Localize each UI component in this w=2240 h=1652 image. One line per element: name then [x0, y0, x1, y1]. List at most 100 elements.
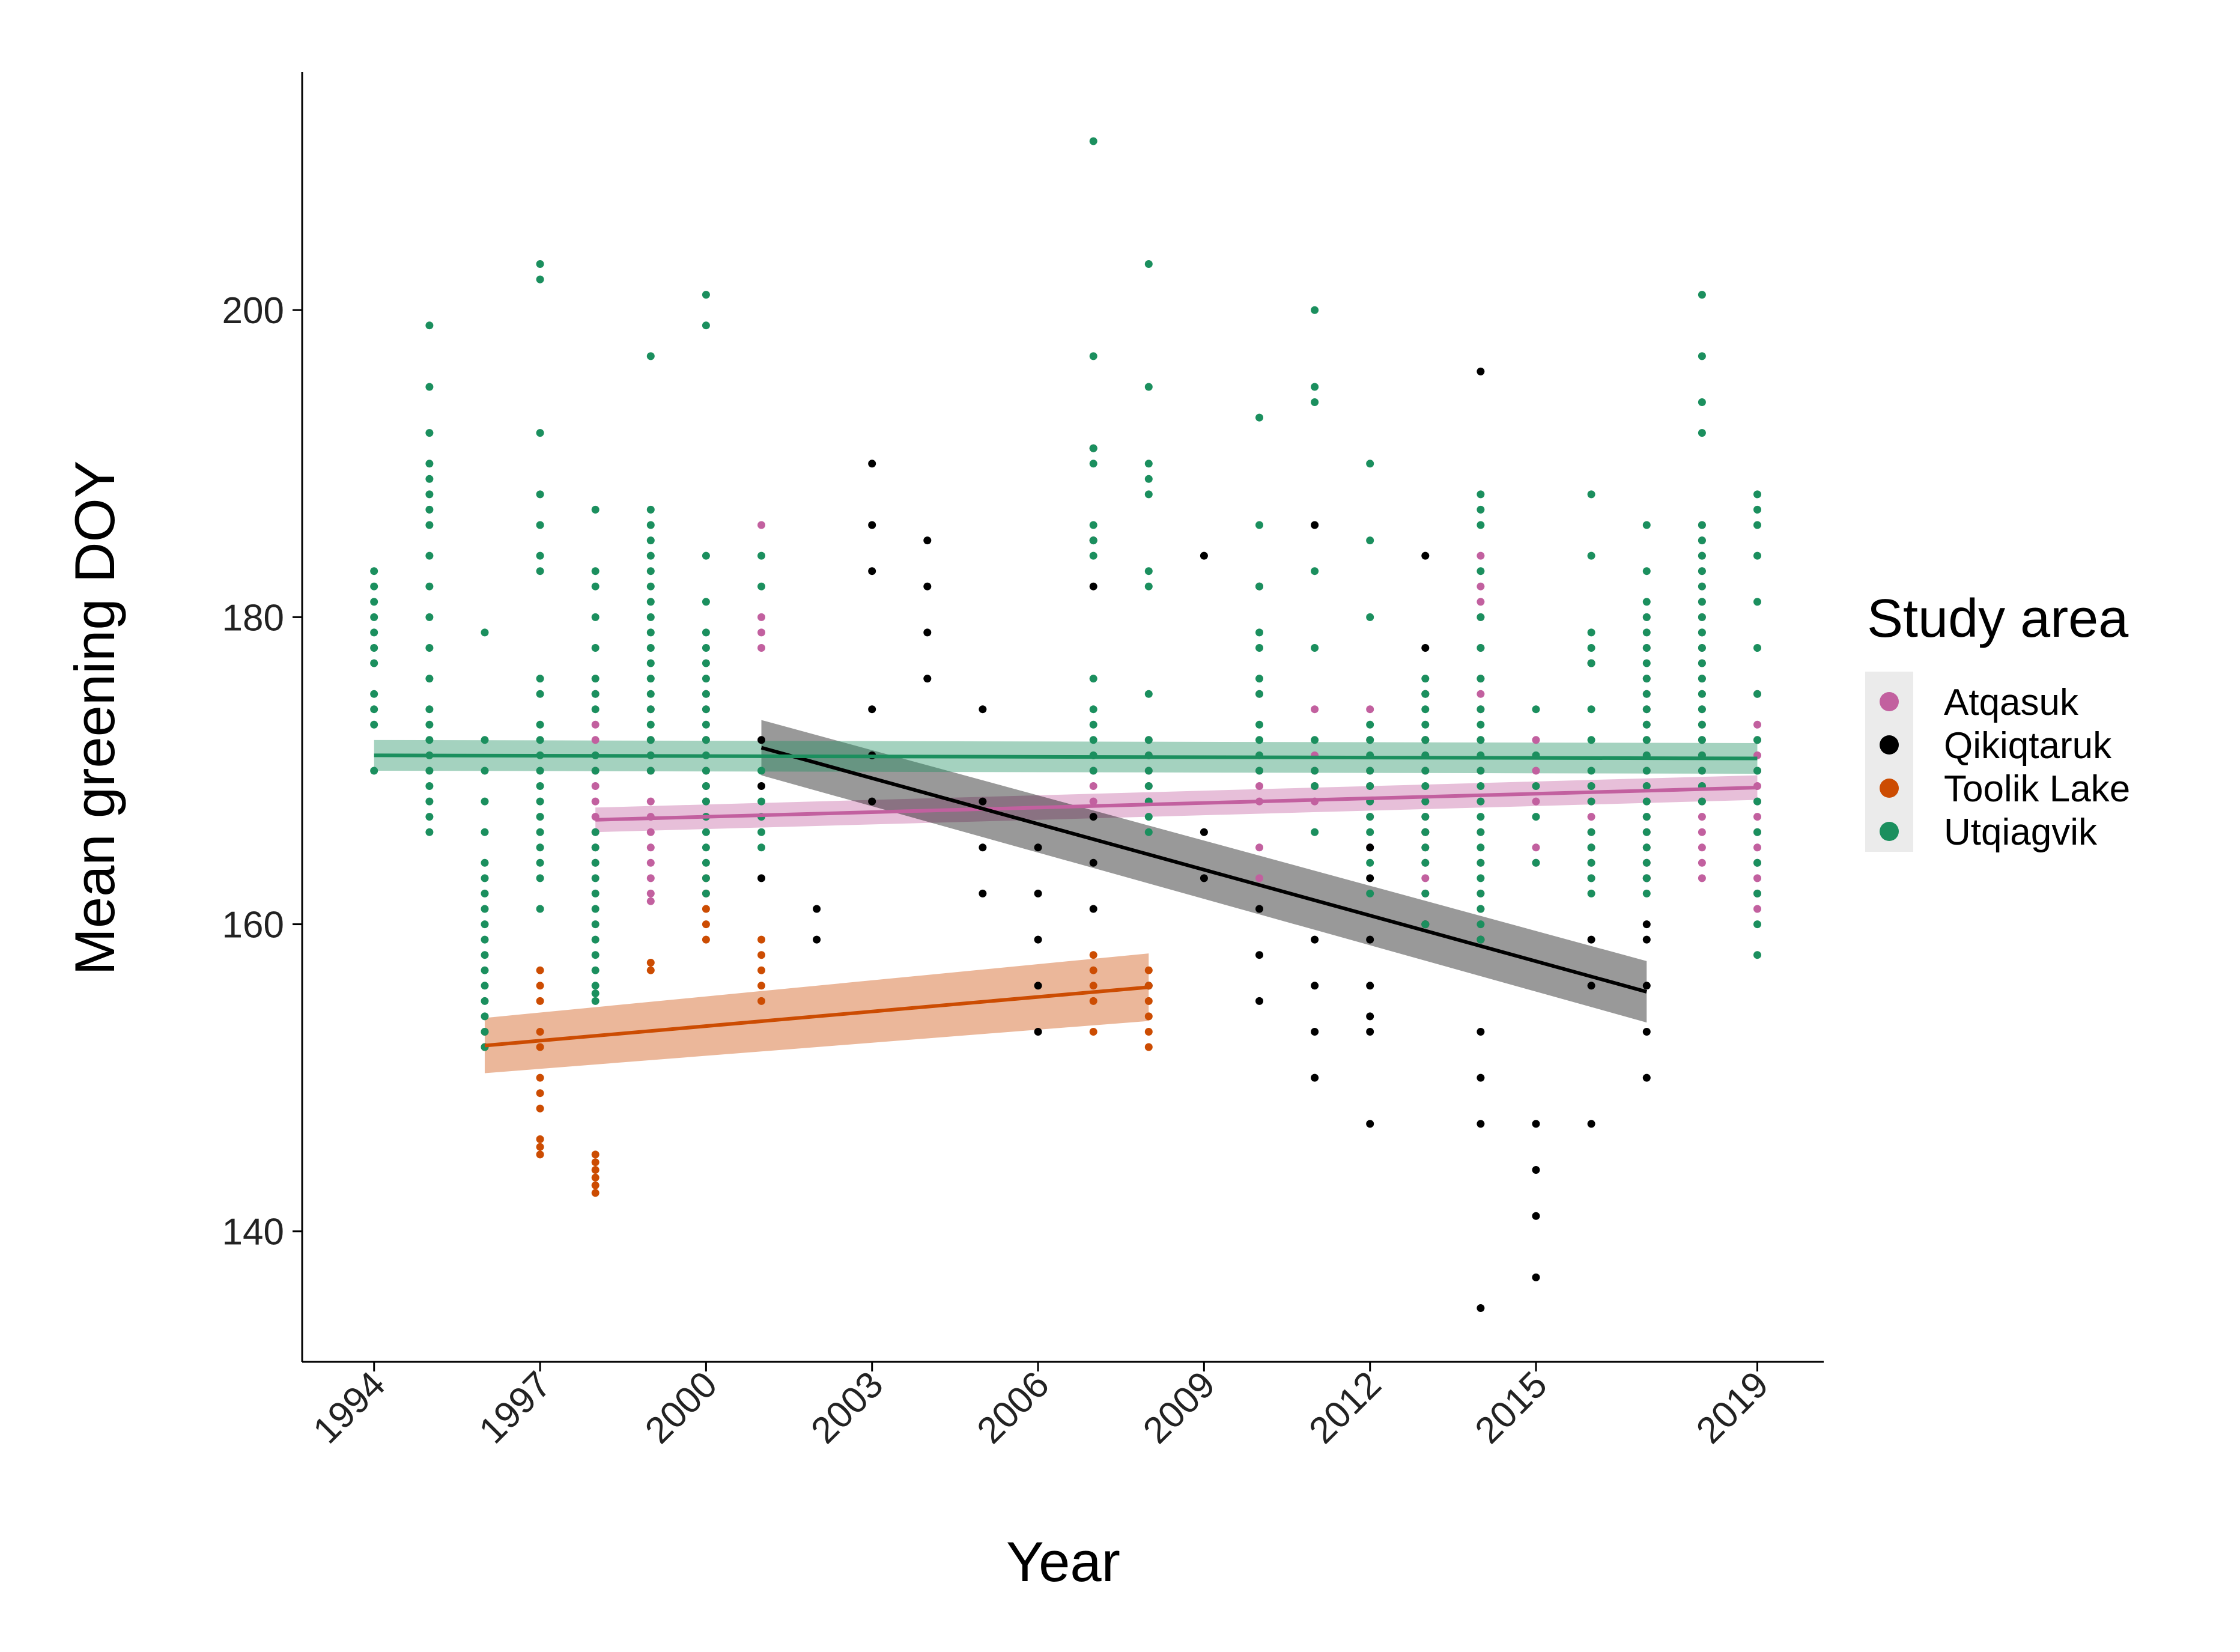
toolik-lake-point — [757, 966, 765, 974]
utqiagvik-point — [425, 675, 434, 683]
atqasuk-point — [1753, 720, 1761, 729]
qikiqtaruk-point — [1034, 982, 1042, 990]
utqiagvik-point — [1698, 352, 1706, 360]
utqiagvik-point — [536, 858, 544, 867]
toolik-lake-point — [1144, 997, 1153, 1005]
qikiqtaruk-point — [1532, 1120, 1540, 1128]
utqiagvik-point — [1698, 659, 1706, 667]
utqiagvik-point — [1698, 521, 1706, 529]
utqiagvik-point — [591, 675, 599, 683]
utqiagvik-point — [1753, 490, 1761, 499]
utqiagvik-point — [1421, 797, 1430, 806]
toolik-lake-point — [1144, 1043, 1153, 1051]
toolik-lake-point — [536, 982, 544, 990]
qikiqtaruk-point — [1089, 905, 1097, 913]
utqiagvik-point — [1089, 352, 1097, 360]
atqasuk-point — [1255, 843, 1263, 852]
utqiagvik-point — [1587, 551, 1595, 560]
utqiagvik-point — [646, 659, 655, 667]
utqiagvik-point — [1753, 767, 1761, 775]
utqiagvik-point — [425, 505, 434, 514]
utqiagvik-point — [702, 874, 710, 882]
utqiagvik-point — [1421, 767, 1430, 775]
utqiagvik-point — [591, 935, 599, 944]
toolik-lake-point — [1144, 1028, 1153, 1036]
utqiagvik-point — [702, 628, 710, 637]
utqiagvik-point — [1477, 782, 1485, 790]
utqiagvik-point — [1089, 736, 1097, 744]
atqasuk-point — [1698, 874, 1706, 882]
utqiagvik-point — [702, 797, 710, 806]
qikiqtaruk-point — [868, 567, 876, 575]
qikiqtaruk-point — [1255, 951, 1263, 959]
utqiagvik-point — [425, 613, 434, 621]
utqiagvik-point — [1366, 720, 1374, 729]
utqiagvik-point — [481, 935, 489, 944]
utqiagvik-point — [1698, 644, 1706, 652]
qikiqtaruk-point — [868, 460, 876, 468]
utqiagvik-point — [1587, 705, 1595, 714]
utqiagvik-point — [1477, 858, 1485, 867]
utqiagvik-point — [370, 720, 378, 729]
utqiagvik-point — [1477, 843, 1485, 852]
toolik-lake-point — [536, 1043, 544, 1051]
utqiagvik-point — [1089, 444, 1097, 452]
utqiagvik-point — [591, 966, 599, 974]
utqiagvik-point — [536, 260, 544, 268]
utqiagvik-point — [591, 874, 599, 882]
utqiagvik-point — [702, 828, 710, 836]
utqiagvik-point — [536, 782, 544, 790]
utqiagvik-point — [1089, 705, 1097, 714]
utqiagvik-point — [1421, 813, 1430, 821]
utqiagvik-point — [1477, 828, 1485, 836]
utqiagvik-point — [591, 644, 599, 652]
utqiagvik-point — [1642, 675, 1651, 683]
utqiagvik-point — [1698, 705, 1706, 714]
utqiagvik-point — [1587, 490, 1595, 499]
qikiqtaruk-point — [1366, 874, 1374, 882]
utqiagvik-point — [1698, 797, 1706, 806]
atqasuk-point — [1366, 705, 1374, 714]
utqiagvik-point — [536, 551, 544, 560]
atqasuk-point — [1532, 767, 1540, 775]
utqiagvik-point — [425, 644, 434, 652]
legend-key-toolik-lake — [1880, 779, 1899, 798]
utqiagvik-point — [1698, 613, 1706, 621]
qikiqtaruk-point — [1089, 813, 1097, 821]
legend-key-qikiqtaruk — [1880, 735, 1899, 755]
utqiagvik-point — [425, 321, 434, 330]
utqiagvik-point — [1587, 644, 1595, 652]
utqiagvik-point — [702, 736, 710, 744]
utqiagvik-point — [481, 905, 489, 913]
utqiagvik-point — [481, 828, 489, 836]
utqiagvik-point — [1532, 705, 1540, 714]
utqiagvik-point — [1366, 828, 1374, 836]
atqasuk-point — [1532, 797, 1540, 806]
utqiagvik-point — [481, 920, 489, 929]
qikiqtaruk-point — [1642, 1028, 1651, 1036]
qikiqtaruk-point — [1311, 1073, 1319, 1082]
utqiagvik-point — [1753, 736, 1761, 744]
utqiagvik-point — [481, 874, 489, 882]
utqiagvik-point — [481, 797, 489, 806]
atqasuk-point — [1753, 843, 1761, 852]
qikiqtaruk-point — [979, 889, 987, 897]
toolik-lake-point — [1089, 966, 1097, 974]
toolik-lake-point — [591, 1150, 599, 1159]
qikiqtaruk-point — [757, 782, 765, 790]
utqiagvik-point — [1311, 383, 1319, 391]
utqiagvik-point — [702, 321, 710, 330]
utqiagvik-point — [1366, 613, 1374, 621]
atqasuk-trend-line — [595, 786, 1758, 822]
utqiagvik-point — [702, 767, 710, 775]
utqiagvik-point — [481, 1012, 489, 1021]
utqiagvik-point — [425, 582, 434, 591]
utqiagvik-point — [1144, 813, 1153, 821]
atqasuk-point — [646, 897, 655, 905]
utqiagvik-point — [1642, 736, 1651, 744]
qikiqtaruk-point — [1366, 843, 1374, 852]
utqiagvik-point — [1587, 736, 1595, 744]
utqiagvik-point — [1366, 767, 1374, 775]
utqiagvik-point — [702, 659, 710, 667]
